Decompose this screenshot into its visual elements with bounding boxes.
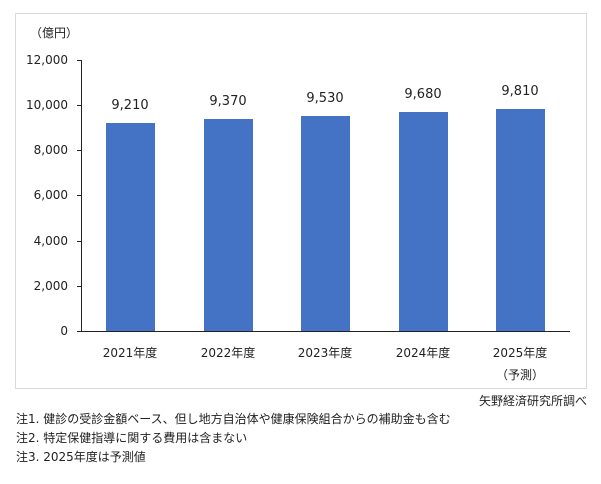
footnote: 注2. 特定保健指導に関する費用は含まない	[16, 431, 248, 445]
y-tick	[77, 60, 81, 61]
footnote: 注1. 健診の受診金額ベース、但し地方自治体や健康保険組合からの補助金も含む	[16, 412, 451, 426]
x-tick-label: 2023年度	[297, 346, 353, 360]
y-tick-label: 6,000	[33, 188, 68, 202]
y-axis-unit: （億円）	[30, 26, 79, 40]
y-tick	[77, 150, 81, 151]
y-tick-label: 2,000	[33, 279, 68, 293]
value-label: 9,810	[501, 84, 539, 99]
y-tick-label: 12,000	[26, 53, 68, 67]
footnotes: 注1. 健診の受診金額ベース、但し地方自治体や健康保険組合からの補助金も含む 注…	[16, 410, 451, 467]
x-axis	[81, 331, 570, 332]
bar-2024	[399, 112, 448, 331]
bar-2021	[106, 123, 155, 331]
y-tick-label: 8,000	[33, 143, 68, 157]
y-tick	[77, 286, 81, 287]
value-label: 9,680	[404, 87, 442, 102]
y-tick-label: 10,000	[26, 98, 68, 112]
bar-2025	[496, 109, 545, 331]
y-tick	[77, 241, 81, 242]
y-tick-label: 0	[60, 324, 68, 338]
y-tick-label: 4,000	[33, 234, 68, 248]
x-tick-label: 2022年度	[200, 346, 256, 360]
y-tick	[77, 195, 81, 196]
x-tick-label: 2024年度	[395, 346, 451, 360]
y-tick	[77, 331, 81, 332]
bar-2023	[301, 116, 350, 331]
x-tick-label: 2025年度	[492, 346, 548, 360]
footnote: 注3. 2025年度は予測値	[16, 450, 146, 464]
x-tick-label: 2021年度	[102, 346, 158, 360]
y-tick	[77, 105, 81, 106]
forecast-label: （予測）	[495, 368, 544, 382]
value-label: 9,210	[111, 98, 149, 113]
y-axis	[81, 60, 82, 331]
value-label: 9,530	[306, 91, 344, 106]
chart-frame	[15, 13, 587, 389]
bar-2022	[204, 119, 253, 331]
value-label: 9,370	[209, 94, 247, 109]
source-credit: 矢野経済研究所調べ	[478, 394, 587, 408]
